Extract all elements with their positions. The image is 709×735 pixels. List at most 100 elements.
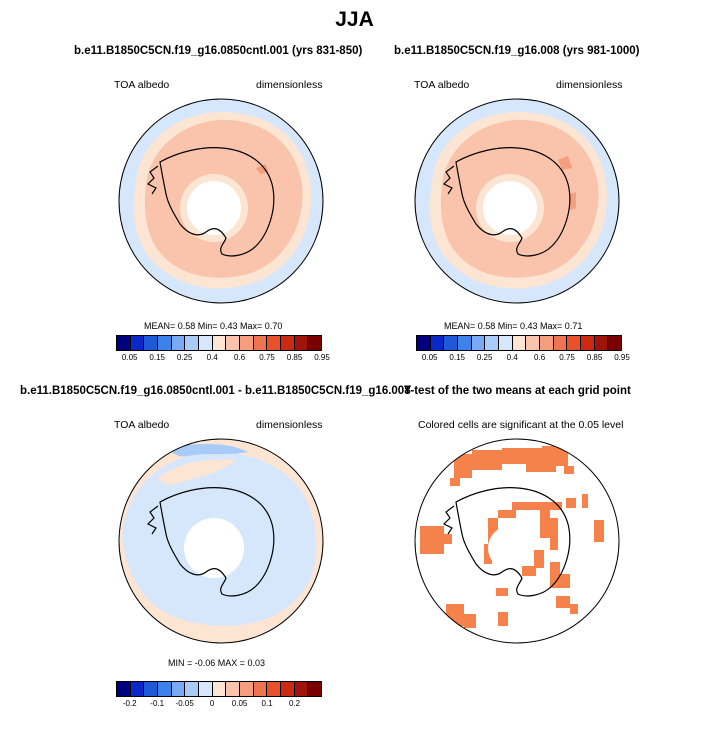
colorbar-tick-label: 0.1 xyxy=(261,699,273,708)
colorbar-box xyxy=(308,682,322,696)
colorbar-box xyxy=(294,682,309,696)
colorbar-box xyxy=(253,682,268,696)
colorbar-box xyxy=(499,336,513,350)
colorbar-box xyxy=(171,682,186,696)
panel-1-stats: MEAN= 0.58 Min= 0.43 Max= 0.70 xyxy=(144,321,283,331)
colorbar-box xyxy=(485,336,500,350)
sig-cell xyxy=(550,562,560,588)
sig-cell xyxy=(498,510,516,518)
panel-3-weak-positive-patch xyxy=(158,459,236,485)
panel-1-map-border xyxy=(118,98,324,304)
sig-cell xyxy=(582,494,588,508)
panel-4-missing-data xyxy=(488,526,532,570)
colorbar-box xyxy=(226,336,241,350)
panel-4-coastline xyxy=(442,487,571,597)
panel-1-coastline xyxy=(146,147,275,257)
colorbar-tick-label: 0.85 xyxy=(586,353,603,362)
colorbar-tick-label: 0.95 xyxy=(614,353,630,362)
panel-3-colorbar-ticks: -0.2 -0.1 -0.05 0 0.05 0.1 0.2 xyxy=(116,697,322,709)
colorbar-box xyxy=(471,336,486,350)
sig-cell xyxy=(446,604,464,626)
colorbar-tick-label: -0.1 xyxy=(150,699,165,708)
colorbar-box xyxy=(240,682,254,696)
panel-4-polar-map xyxy=(414,438,620,644)
sig-cell xyxy=(542,446,568,466)
colorbar-tick-label: 0.4 xyxy=(206,353,218,362)
colorbar-box xyxy=(540,336,554,350)
panel-2-polar-map xyxy=(414,98,620,304)
sig-cell xyxy=(464,614,476,628)
sig-cell xyxy=(450,478,460,486)
panel-2-colorbar-ticks: 0.05 0.15 0.25 0.4 0.6 0.75 0.85 0.95 xyxy=(416,351,630,363)
panel-1-colorbar: 0.05 0.15 0.25 0.4 0.6 0.75 0.85 0.95 xyxy=(116,335,330,363)
colorbar-tick-label: 0.25 xyxy=(176,353,193,362)
panel-3-coastline xyxy=(146,487,275,597)
colorbar-box xyxy=(281,682,295,696)
panel-2-map-border xyxy=(414,98,620,304)
colorbar-box xyxy=(267,682,282,696)
panel-1-local-max xyxy=(256,164,268,174)
colorbar-tick-label: 0.75 xyxy=(259,353,275,362)
colorbar-box xyxy=(240,336,254,350)
panel-2-colorbar-boxes xyxy=(416,335,622,351)
panel-2-missing-data xyxy=(483,181,537,235)
colorbar-box xyxy=(130,682,145,696)
colorbar-tick-label: 0.15 xyxy=(449,353,465,362)
sig-cell xyxy=(420,526,444,554)
panel-1-title: b.e11.B1850C5CN.f19_g16.0850cntl.001 (yr… xyxy=(74,45,363,57)
colorbar-box xyxy=(567,336,582,350)
sig-cell xyxy=(512,502,562,510)
colorbar-box xyxy=(226,682,241,696)
panel-4-significant-cells xyxy=(420,446,604,628)
panel-3-missing-data xyxy=(184,518,244,578)
panel-4-subtitle: Colored cells are significant at the 0.0… xyxy=(418,419,624,431)
colorbar-box xyxy=(185,336,200,350)
panel-3-map-border xyxy=(118,438,324,644)
sig-cell xyxy=(484,544,492,564)
colorbar-box xyxy=(281,336,295,350)
colorbar-tick-label: 0.85 xyxy=(286,353,303,362)
colorbar-box xyxy=(526,336,541,350)
panel-3-strong-negative-patch xyxy=(168,443,248,457)
panel-1-colorbar-ticks: 0.05 0.15 0.25 0.4 0.6 0.75 0.85 0.95 xyxy=(116,351,330,363)
panel-1-colorbar-boxes xyxy=(116,335,322,351)
panel-3-units-label: dimensionless xyxy=(256,419,323,431)
panel-1-polar-map xyxy=(118,98,324,304)
panel-2-title: b.e11.B1850C5CN.f19_g16.008 (yrs 981-100… xyxy=(394,45,640,57)
colorbar-box xyxy=(212,336,227,350)
panel-2-colorbar: 0.05 0.15 0.25 0.4 0.6 0.75 0.85 0.95 xyxy=(416,335,630,363)
sig-cell xyxy=(566,498,576,508)
panel-3-polar-map xyxy=(118,438,324,644)
colorbar-tick-label: 0.2 xyxy=(288,699,301,708)
sig-cell xyxy=(550,518,558,550)
sig-cell xyxy=(564,466,574,474)
panel-3-colorbar: -0.2 -0.1 -0.05 0 0.05 0.1 0.2 xyxy=(116,681,322,709)
panel-3-title: b.e11.B1850C5CN.f19_g16.0850cntl.001 - b… xyxy=(20,385,411,397)
colorbar-box xyxy=(430,336,445,350)
panel-3-stats: MIN = -0.06 MAX = 0.03 xyxy=(168,658,266,668)
panel-1-missing-data xyxy=(187,181,241,235)
colorbar-tick-label: 0.25 xyxy=(476,353,493,362)
panel-1-units-label: dimensionless xyxy=(256,79,323,91)
sig-cell xyxy=(522,566,536,576)
colorbar-tick-label: -0.2 xyxy=(122,699,137,708)
colorbar-tick-label: 0 xyxy=(209,699,215,708)
sig-cell xyxy=(496,588,508,596)
colorbar-box xyxy=(130,336,145,350)
colorbar-box xyxy=(171,336,186,350)
colorbar-box xyxy=(608,336,622,350)
colorbar-box xyxy=(267,336,282,350)
colorbar-box xyxy=(199,682,213,696)
colorbar-box xyxy=(512,336,527,350)
colorbar-box xyxy=(444,336,459,350)
panel-2-units-label: dimensionless xyxy=(556,79,623,91)
panel-2-stats: MEAN= 0.58 Min= 0.43 Max= 0.71 xyxy=(444,321,583,331)
colorbar-box xyxy=(294,336,309,350)
panel-1-variable-label: TOA albedo xyxy=(114,79,170,91)
colorbar-box xyxy=(144,336,159,350)
panel-4-title: T-test of the two means at each grid poi… xyxy=(404,385,631,397)
colorbar-tick-label: 0.05 xyxy=(121,353,138,362)
sig-cell xyxy=(444,534,452,544)
figure-title: JJA xyxy=(335,8,374,31)
colorbar-box xyxy=(458,336,472,350)
